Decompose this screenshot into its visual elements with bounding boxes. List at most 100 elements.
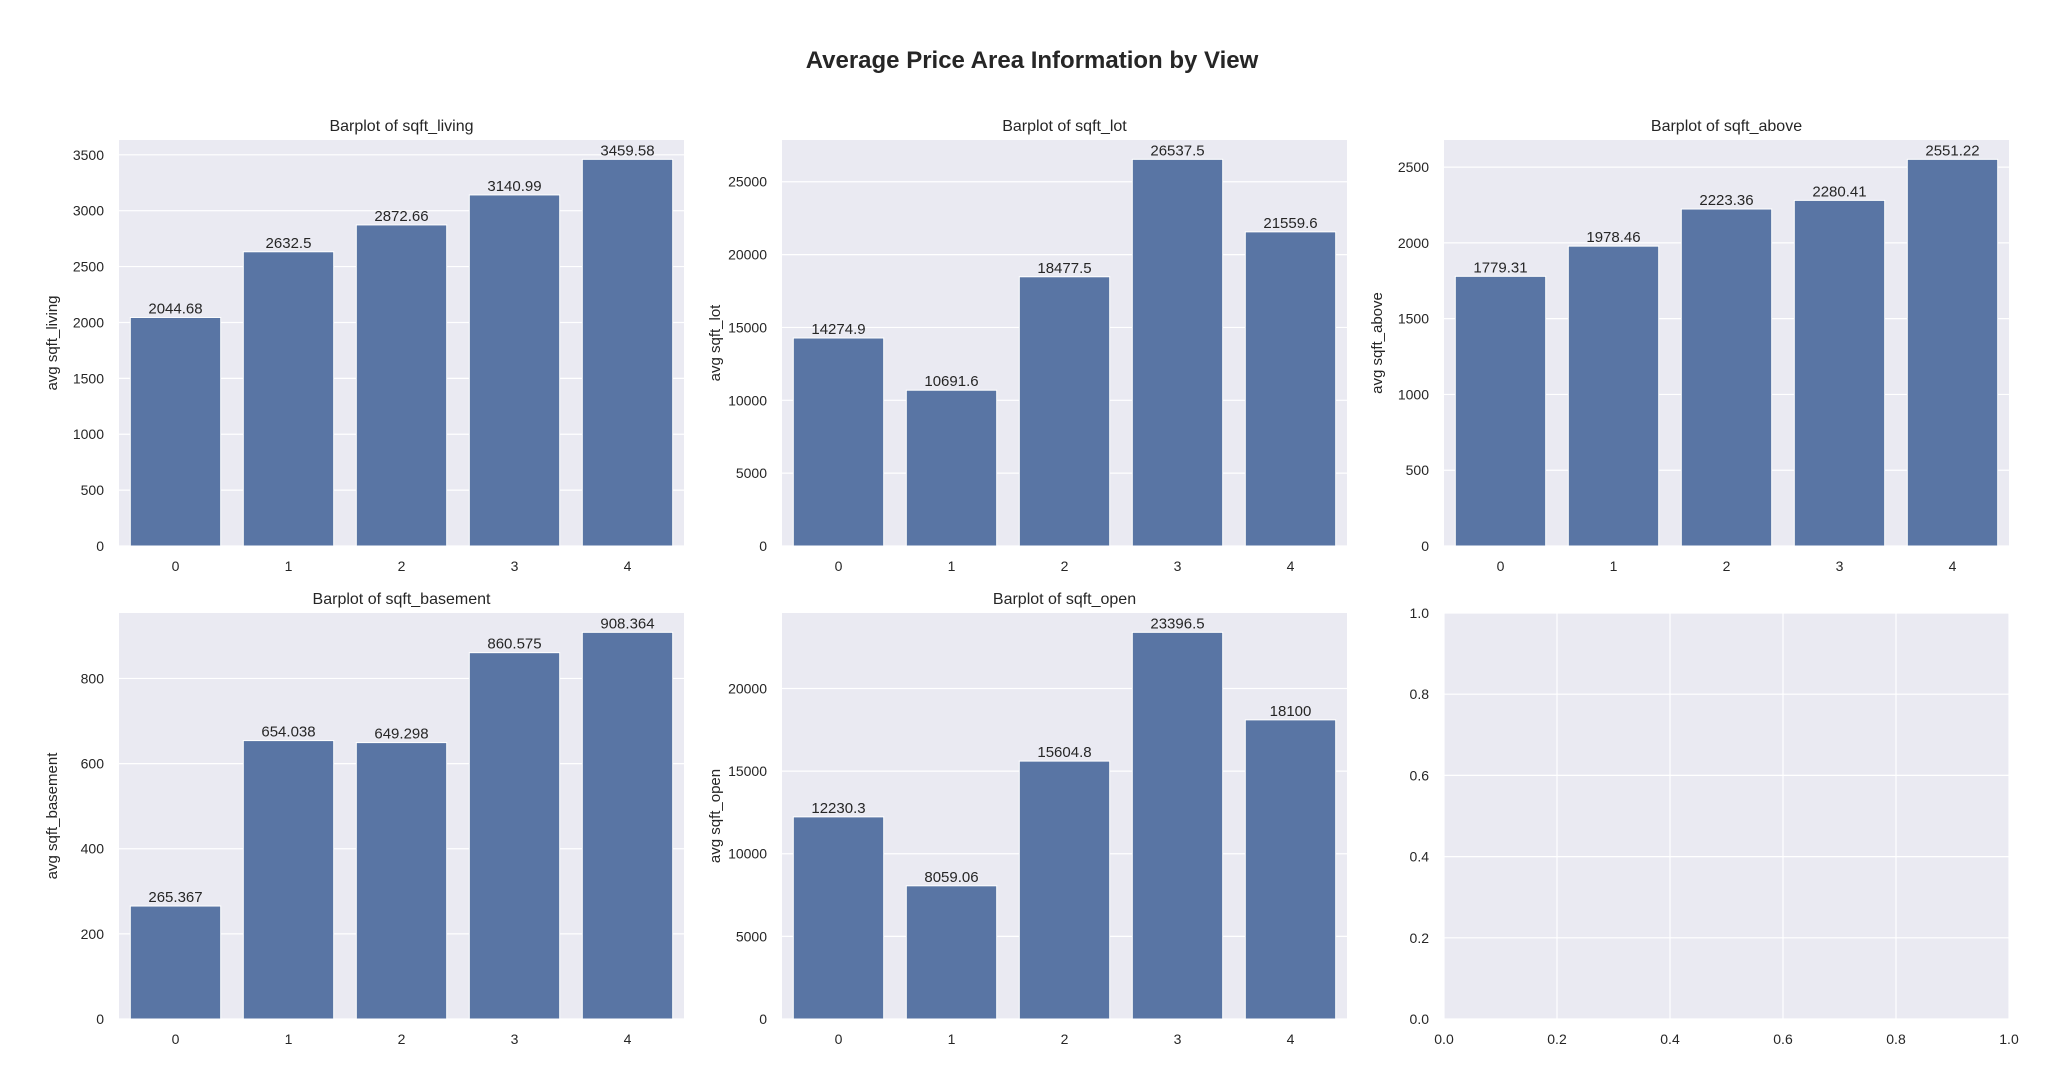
bar-value-label: 2872.66 xyxy=(374,208,428,225)
y-tick-label: 800 xyxy=(81,670,105,686)
x-tick-label: 2 xyxy=(1723,558,1731,574)
y-tick-label: 1000 xyxy=(73,426,104,442)
x-tick-label: 4 xyxy=(624,558,632,574)
y-tick-label: 0.2 xyxy=(1410,930,1430,946)
bar-value-label: 8059.06 xyxy=(924,869,978,886)
subplot-0: 0 500 1000 1500 2000 2500 3000 3500 2044.68 0 2632… xyxy=(44,118,684,574)
y-tick-label: 1500 xyxy=(1398,311,1429,327)
y-tick-label: 2000 xyxy=(1398,235,1429,251)
y-tick-label: 0 xyxy=(759,1011,767,1027)
bar-value-label: 21559.6 xyxy=(1263,215,1317,232)
y-axis-label: avg sqft_lot xyxy=(707,304,724,382)
bar-3 xyxy=(1793,199,1886,547)
bar-3 xyxy=(468,194,561,547)
x-tick-label: 0 xyxy=(172,558,180,574)
bar-3 xyxy=(1131,631,1224,1020)
bar-1 xyxy=(1567,245,1660,547)
y-tick-label: 0.6 xyxy=(1410,767,1430,783)
y-tick-label: 0.4 xyxy=(1410,849,1430,865)
x-tick-label: 3 xyxy=(1836,558,1844,574)
y-tick-label: 200 xyxy=(81,926,105,942)
bar-2 xyxy=(1018,276,1111,547)
x-tick-label: 3 xyxy=(1174,558,1182,574)
y-tick-label: 20000 xyxy=(728,247,767,263)
y-tick-label: 5000 xyxy=(736,928,767,944)
subplot-title: Barplot of sqft_open xyxy=(993,591,1136,608)
x-tick-label: 1 xyxy=(948,558,956,574)
bar-4 xyxy=(581,158,674,547)
subplot-title: Barplot of sqft_lot xyxy=(1002,118,1127,135)
bar-value-label: 3459.58 xyxy=(600,142,654,159)
y-tick-label: 20000 xyxy=(728,680,767,696)
y-axis-label: avg sqft_open xyxy=(707,769,724,863)
bar-value-label: 15604.8 xyxy=(1037,744,1091,761)
x-tick-label: 0.2 xyxy=(1547,1031,1567,1047)
x-tick-label: 0 xyxy=(835,1031,843,1047)
y-tick-label: 1.0 xyxy=(1410,605,1430,621)
bar-3 xyxy=(1131,158,1224,547)
bar-2 xyxy=(355,224,448,547)
x-tick-label: 4 xyxy=(1287,558,1295,574)
figure-title: Average Price Area Information by View xyxy=(806,47,1259,74)
x-tick-label: 1 xyxy=(285,558,293,574)
y-tick-label: 0 xyxy=(759,538,767,554)
y-tick-label: 0.8 xyxy=(1410,686,1430,702)
bar-0 xyxy=(792,816,885,1020)
bar-value-label: 2632.5 xyxy=(266,235,312,252)
y-tick-label: 1000 xyxy=(1398,386,1429,402)
subplot-2: 0 500 1000 1500 2000 2500 1779.31 0 1978.46 1 2223… xyxy=(1369,118,2009,574)
bar-value-label: 654.038 xyxy=(261,724,315,741)
bar-value-label: 860.575 xyxy=(487,636,541,653)
x-tick-label: 3 xyxy=(511,1031,519,1047)
x-tick-label: 3 xyxy=(1174,1031,1182,1047)
bar-2 xyxy=(355,742,448,1020)
plot-area xyxy=(1444,613,2009,1019)
x-tick-label: 3 xyxy=(511,558,519,574)
subplot-4: 0 5000 10000 15000 20000 12230.3 0 8059.06 1 1560… xyxy=(707,591,1347,1047)
y-axis-label: avg sqft_living xyxy=(44,295,61,390)
y-tick-label: 3500 xyxy=(73,147,104,163)
y-tick-label: 5000 xyxy=(736,465,767,481)
y-tick-label: 1500 xyxy=(73,370,104,386)
subplots-grid: 05001000150020002500300035002044.6802632… xyxy=(44,118,2019,1047)
y-tick-label: 10000 xyxy=(728,846,767,862)
bar-2 xyxy=(1680,208,1773,547)
bar-value-label: 2551.22 xyxy=(1925,142,1979,159)
x-tick-label: 1.0 xyxy=(1999,1031,2019,1047)
subplot-3: 0 200 400 600 800 265.367 0 654.038 1 649.298 2 860… xyxy=(44,591,684,1047)
bar-3 xyxy=(468,652,561,1020)
bar-value-label: 1978.46 xyxy=(1586,229,1640,246)
y-tick-label: 25000 xyxy=(728,174,767,190)
bar-value-label: 2223.36 xyxy=(1699,192,1753,209)
bar-1 xyxy=(905,885,998,1020)
x-tick-label: 1 xyxy=(1610,558,1618,574)
bar-2 xyxy=(1018,760,1111,1020)
bar-value-label: 12230.3 xyxy=(811,800,865,817)
bar-1 xyxy=(242,251,335,547)
bar-1 xyxy=(242,740,335,1020)
bar-value-label: 26537.5 xyxy=(1150,142,1204,159)
subplot-title: Barplot of sqft_living xyxy=(329,118,473,135)
y-tick-label: 0 xyxy=(96,1011,104,1027)
y-tick-label: 2500 xyxy=(1398,159,1429,175)
y-tick-label: 500 xyxy=(81,482,105,498)
x-tick-label: 4 xyxy=(1949,558,1957,574)
x-tick-label: 0.4 xyxy=(1660,1031,1680,1047)
bar-value-label: 1779.31 xyxy=(1473,259,1527,276)
x-tick-label: 0.0 xyxy=(1434,1031,1454,1047)
x-tick-label: 0 xyxy=(1497,558,1505,574)
subplot-title: Barplot of sqft_above xyxy=(1651,118,1802,135)
x-tick-label: 2 xyxy=(398,558,406,574)
x-tick-label: 0 xyxy=(835,558,843,574)
bar-0 xyxy=(792,337,885,547)
subplot-5: 0.0 0.2 0.4 0.6 0.8 1.0 0.0 0.2 0.4 0.6 0.8 1.0 xyxy=(1410,605,2019,1047)
y-tick-label: 400 xyxy=(81,841,105,857)
bar-value-label: 649.298 xyxy=(374,726,428,743)
y-tick-label: 0 xyxy=(1421,538,1429,554)
bar-0 xyxy=(129,316,222,547)
x-tick-label: 0.6 xyxy=(1773,1031,1793,1047)
bar-4 xyxy=(1906,158,1999,547)
y-tick-label: 2500 xyxy=(73,259,104,275)
bar-value-label: 18100 xyxy=(1270,703,1312,720)
bar-value-label: 18477.5 xyxy=(1037,260,1091,277)
